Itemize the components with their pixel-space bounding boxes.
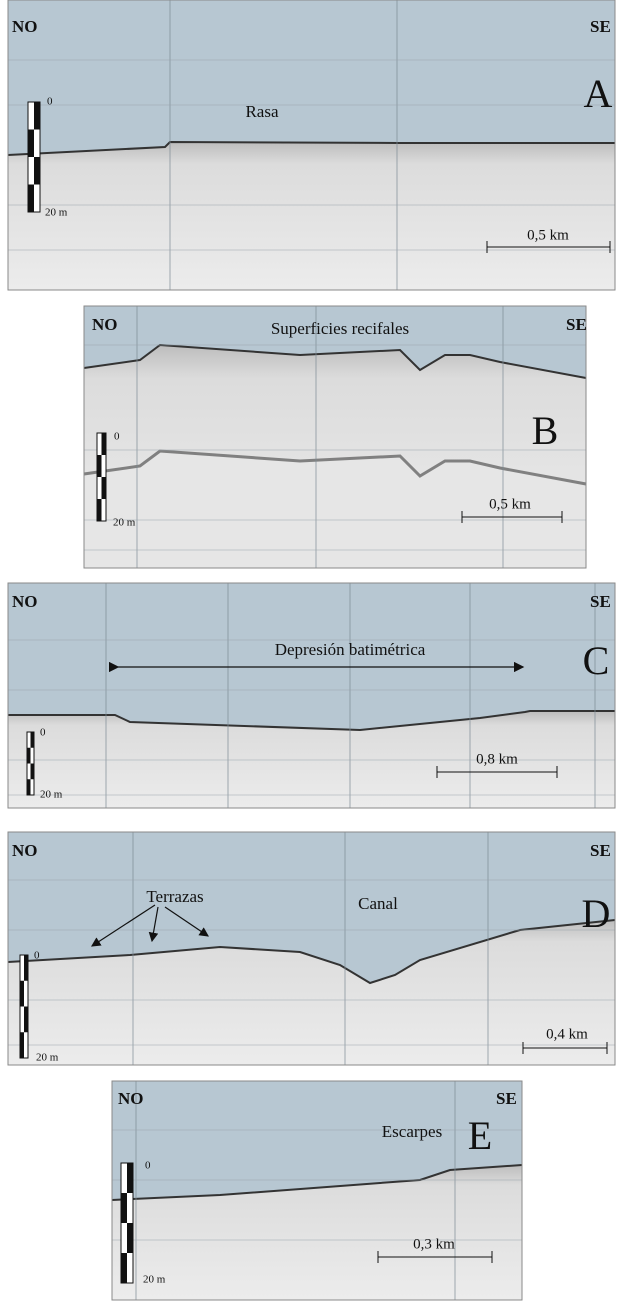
profile-panel: NO SE C Depresión batimétrica 0 20 m 0,8 km [8, 583, 615, 808]
panel-letter: C [583, 638, 610, 683]
right-label: SE [590, 841, 611, 860]
profile-panel: NO SE A Rasa 0 20 m 0,5 km [8, 0, 615, 290]
scale-label: 0,4 km [546, 1026, 588, 1042]
depth-bar-segment [127, 1223, 133, 1253]
sediment [8, 142, 615, 290]
left-label: NO [12, 841, 38, 860]
page: {"panels": [ {"left": "NO", "right": "SE… [0, 0, 621, 1309]
depth-bar-segment [127, 1163, 133, 1193]
depth-bar-segment [31, 732, 35, 748]
depth-top: 0 [40, 727, 46, 739]
panel-letter: A [584, 71, 613, 116]
depth-bar-segment [97, 499, 102, 521]
depth-bar-segment [20, 1032, 24, 1058]
depth-bottom: 20 m [113, 517, 136, 529]
depth-bar-segment [27, 748, 31, 764]
scale-label: 0,5 km [489, 496, 531, 512]
depth-bar-segment [27, 779, 31, 795]
depth-bar-segment [102, 477, 107, 499]
right-label: SE [590, 592, 611, 611]
depth-top: 0 [47, 96, 53, 108]
right-label: SE [566, 315, 587, 334]
scale-label: 0,5 km [527, 227, 569, 243]
profile-panel: NO SE D Terrazas Canal 0 20 m 0,4 km [8, 832, 615, 1065]
depth-bar-segment [24, 1007, 28, 1033]
profile-panel: NO SEE Escarpes 0 20 m 0,3 km [112, 1081, 522, 1300]
depth-bar-segment [97, 455, 102, 477]
scale-label: 0,3 km [413, 1236, 455, 1252]
annotation: Rasa [245, 102, 279, 121]
depth-bar-segment [34, 102, 40, 130]
panel-letter: D [582, 891, 611, 936]
depth-bottom: 20 m [45, 207, 68, 219]
depth-bar-segment [28, 130, 34, 158]
depth-bar-segment [121, 1253, 127, 1283]
left-label: NO [92, 315, 118, 334]
depth-bottom: 20 m [36, 1052, 59, 1064]
left-label: NO [12, 592, 38, 611]
annotation: Superficies recifales [271, 319, 409, 338]
depth-bar-segment [34, 157, 40, 185]
depth-bar-segment [20, 981, 24, 1007]
scale-label: 0,8 km [476, 751, 518, 767]
right-label: SE [496, 1089, 517, 1108]
depth-bar-segment [31, 764, 35, 780]
depth-bar-segment [121, 1193, 127, 1223]
annotation: Depresión batimétrica [275, 640, 426, 659]
depth-top: 0 [145, 1160, 151, 1172]
depth-bottom: 20 m [40, 789, 63, 801]
annotation: Escarpes [382, 1122, 442, 1141]
left-label: NO [118, 1089, 144, 1108]
depth-top: 0 [34, 950, 40, 962]
figure: NO SE A Rasa 0 20 m 0,5 km NO SE B Superficies rec… [0, 0, 621, 1309]
annotation: Terrazas [146, 887, 203, 906]
panel-letter: B [532, 408, 559, 453]
right-label: SE [590, 17, 611, 36]
profile-panel: NO SE B Superficies recifales 0 20 m 0,5 km [84, 306, 587, 568]
depth-bar-segment [102, 433, 107, 455]
depth-bar-segment [28, 185, 34, 213]
left-label: NO [12, 17, 38, 36]
panel-letter: E [468, 1113, 492, 1158]
depth-top: 0 [114, 431, 120, 443]
depth-bar-segment [24, 955, 28, 981]
depth-bottom: 20 m [143, 1274, 166, 1286]
annotation: Canal [358, 894, 398, 913]
